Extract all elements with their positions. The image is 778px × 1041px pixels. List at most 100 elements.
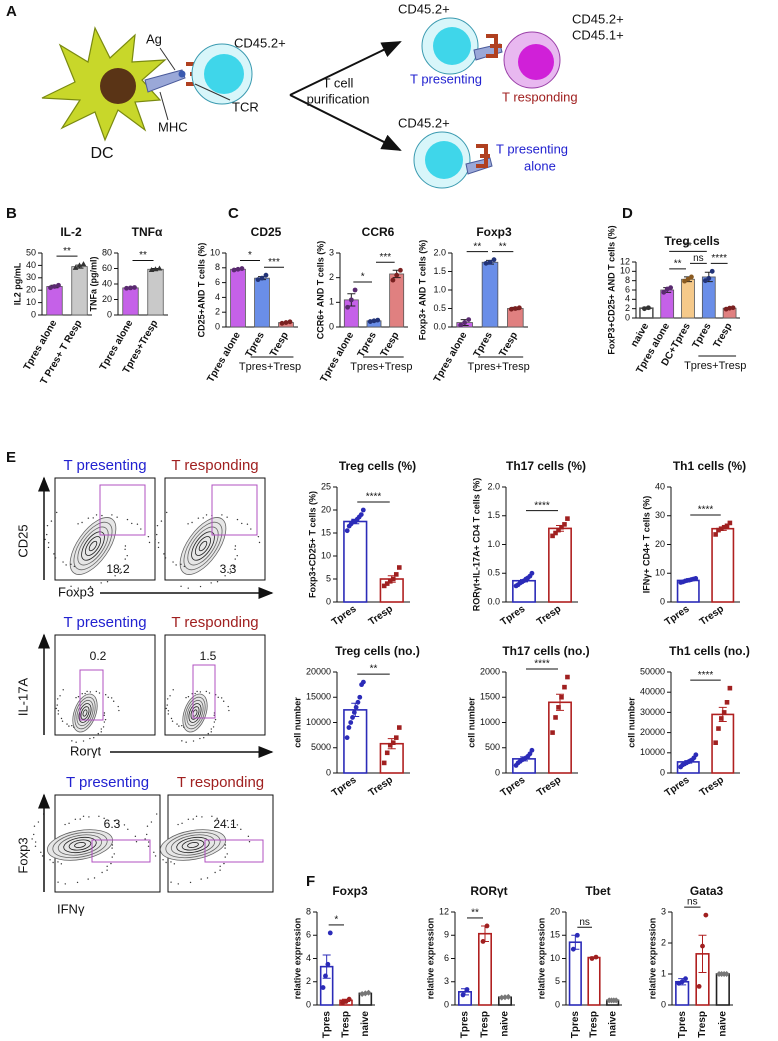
event-dot xyxy=(229,572,231,574)
y-tick-label: 10 xyxy=(550,953,560,963)
gate xyxy=(79,669,104,721)
x-tick-label: Tresp xyxy=(367,775,395,799)
event-dot xyxy=(200,878,202,880)
gate-value: 6.3 xyxy=(104,817,121,831)
event-dot xyxy=(224,847,226,849)
x-tick-label: Tresp xyxy=(341,1011,352,1038)
bar xyxy=(147,268,164,316)
event-dot xyxy=(187,696,190,698)
label: DC xyxy=(90,145,113,162)
event-dot xyxy=(93,737,95,739)
event-dot xyxy=(95,514,98,516)
significance-label: ** xyxy=(674,259,682,270)
contour xyxy=(84,536,102,556)
event-dot xyxy=(111,514,113,516)
data-point xyxy=(646,305,651,311)
event-dot xyxy=(227,705,229,708)
data-point xyxy=(613,997,620,1004)
event-dot xyxy=(103,712,106,714)
gate-value: 1.5 xyxy=(200,649,217,663)
event-dot xyxy=(57,710,60,712)
pointer xyxy=(159,91,169,121)
tcr xyxy=(486,34,502,58)
chart-title: CCR6 xyxy=(362,225,395,239)
event-dot xyxy=(131,522,133,525)
event-dot xyxy=(250,528,252,530)
y-tick-label: 60 xyxy=(102,263,112,273)
y-tick-label: 50000 xyxy=(640,666,665,676)
y-tick-label: 40 xyxy=(26,260,36,270)
plot-header: T presenting xyxy=(66,774,149,791)
event-dot xyxy=(199,691,202,693)
event-dot xyxy=(87,878,89,880)
y-tick-label: 10 xyxy=(620,266,630,276)
event-dot xyxy=(224,575,226,577)
bar xyxy=(715,973,730,1006)
significance-label: **** xyxy=(534,659,550,670)
data-point xyxy=(529,570,535,576)
data-point xyxy=(231,267,237,273)
data-point xyxy=(721,524,727,530)
y-tick-label: 10000 xyxy=(306,717,331,727)
y-axis-label: relative expression xyxy=(536,918,546,1000)
x-tick-label: Tresp xyxy=(535,775,563,799)
event-dot xyxy=(40,851,42,854)
y-tick-label: 0 xyxy=(107,309,112,319)
bar xyxy=(230,268,246,328)
axis-label: IL-17A xyxy=(15,678,30,717)
label: alone xyxy=(524,158,556,173)
event-dot xyxy=(148,541,151,544)
data-point xyxy=(505,993,512,1000)
event-dot xyxy=(112,700,115,702)
event-dot xyxy=(187,818,190,820)
y-tick-label: 500 xyxy=(485,742,500,752)
significance-label: ** xyxy=(139,250,147,261)
event-dot xyxy=(75,741,77,743)
significance-label: ** xyxy=(63,246,71,257)
event-dot xyxy=(73,565,76,568)
contour xyxy=(184,696,206,730)
y-tick-label: 0.5 xyxy=(433,303,446,313)
x-tick-label: Tpres xyxy=(460,1011,471,1039)
data-point xyxy=(235,266,241,272)
data-point xyxy=(327,930,333,936)
significance-label: **** xyxy=(366,492,382,503)
y-axis-label: IL2 pg/mL xyxy=(12,262,22,305)
y-tick-label: 12 xyxy=(620,256,630,266)
data-point xyxy=(371,318,377,324)
data-point xyxy=(508,306,514,312)
contour xyxy=(76,699,94,727)
data-point xyxy=(491,257,497,263)
chart-title: CD25 xyxy=(251,225,282,239)
panel-letter: C xyxy=(228,205,239,222)
event-dot xyxy=(211,815,213,818)
dc-nucleus xyxy=(100,68,136,104)
x-tick-label: Tresp xyxy=(697,1011,708,1038)
event-dot xyxy=(203,737,205,739)
bar xyxy=(254,277,270,328)
event-dot xyxy=(156,813,158,815)
data-point xyxy=(348,720,354,725)
data-point xyxy=(365,989,372,996)
panel-letter: D xyxy=(622,205,633,222)
y-tick-label: 20 xyxy=(655,539,665,549)
event-dot xyxy=(49,859,51,861)
x-tick-label: naive xyxy=(500,1011,511,1037)
data-point xyxy=(484,923,490,929)
event-dot xyxy=(165,707,167,710)
y-tick-label: 5 xyxy=(555,976,560,986)
plot-header: T responding xyxy=(171,614,258,631)
event-dot xyxy=(74,818,77,820)
contour xyxy=(77,526,109,566)
bar xyxy=(548,701,572,774)
data-point xyxy=(709,268,715,274)
data-point xyxy=(387,742,393,748)
x-tick-label: Tpres alone xyxy=(432,330,470,384)
data-point xyxy=(668,285,674,291)
event-dot xyxy=(31,838,33,840)
event-dot xyxy=(191,521,193,524)
y-tick-label: 1.0 xyxy=(487,539,500,549)
data-point xyxy=(700,943,705,949)
y-axis-label: TNFa (pg/ml) xyxy=(88,257,98,312)
event-dot xyxy=(189,881,192,884)
